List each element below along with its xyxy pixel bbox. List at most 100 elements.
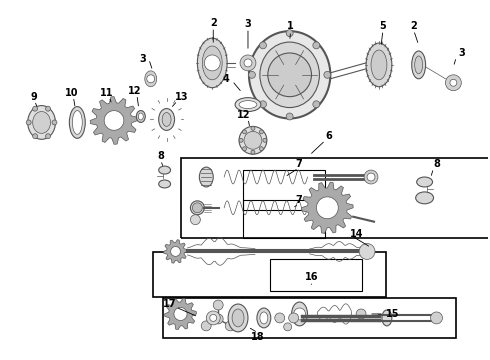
Circle shape (46, 106, 50, 111)
Circle shape (147, 75, 155, 83)
Ellipse shape (292, 302, 308, 326)
Text: 9: 9 (30, 92, 37, 102)
Ellipse shape (260, 312, 268, 324)
Text: 14: 14 (350, 229, 364, 239)
Circle shape (104, 111, 124, 130)
Circle shape (251, 126, 255, 130)
Circle shape (313, 42, 320, 49)
Ellipse shape (228, 304, 248, 332)
Text: 2: 2 (210, 18, 217, 28)
Circle shape (313, 101, 320, 108)
Text: 15: 15 (386, 309, 400, 319)
Polygon shape (301, 182, 353, 233)
Bar (163, 298, 456, 338)
Circle shape (286, 113, 293, 120)
Ellipse shape (244, 131, 262, 149)
Ellipse shape (199, 167, 213, 187)
Text: 8: 8 (157, 151, 164, 161)
Text: 3: 3 (458, 48, 465, 58)
Ellipse shape (239, 126, 267, 154)
Circle shape (275, 313, 285, 323)
Ellipse shape (412, 51, 426, 79)
Ellipse shape (145, 71, 157, 87)
Circle shape (260, 101, 267, 108)
Text: 13: 13 (175, 92, 188, 102)
Circle shape (33, 134, 38, 139)
Circle shape (251, 150, 255, 154)
Ellipse shape (136, 111, 145, 122)
Circle shape (289, 313, 298, 323)
Circle shape (243, 130, 246, 134)
Circle shape (193, 203, 202, 213)
Polygon shape (165, 298, 196, 330)
Text: 12: 12 (237, 109, 251, 120)
Circle shape (248, 71, 255, 78)
Circle shape (259, 130, 263, 134)
Text: 18: 18 (251, 332, 265, 342)
Ellipse shape (249, 31, 330, 118)
Ellipse shape (366, 43, 392, 87)
Circle shape (243, 147, 246, 151)
Text: 11: 11 (100, 88, 114, 98)
Text: 16: 16 (305, 272, 318, 282)
Polygon shape (90, 96, 138, 144)
Text: 12: 12 (128, 86, 142, 96)
Ellipse shape (371, 50, 387, 80)
Circle shape (244, 59, 252, 67)
Circle shape (359, 243, 375, 260)
Text: 2: 2 (410, 21, 417, 31)
Circle shape (33, 106, 38, 111)
Text: 17: 17 (163, 299, 176, 309)
Circle shape (210, 314, 217, 321)
Text: 6: 6 (325, 131, 332, 141)
Ellipse shape (197, 38, 227, 88)
Circle shape (171, 247, 180, 256)
Ellipse shape (202, 46, 222, 80)
Bar (243, 170, 325, 210)
Circle shape (263, 138, 267, 142)
Circle shape (201, 321, 211, 331)
Ellipse shape (138, 113, 143, 120)
Circle shape (52, 120, 57, 125)
Circle shape (26, 120, 31, 125)
Circle shape (324, 71, 331, 78)
Circle shape (356, 309, 366, 319)
Text: 8: 8 (433, 159, 440, 169)
Ellipse shape (257, 308, 271, 328)
Circle shape (450, 79, 457, 86)
Ellipse shape (159, 109, 174, 130)
Circle shape (174, 307, 187, 320)
Circle shape (191, 215, 200, 225)
Circle shape (367, 173, 375, 181)
Ellipse shape (33, 112, 50, 133)
Text: 10: 10 (65, 88, 78, 98)
Text: 7: 7 (295, 159, 302, 169)
Ellipse shape (260, 42, 319, 108)
Circle shape (284, 323, 292, 331)
Text: 3: 3 (245, 19, 251, 29)
Bar (243, 200, 325, 238)
Ellipse shape (162, 113, 171, 126)
Ellipse shape (28, 105, 55, 139)
Bar (270, 260, 362, 291)
Ellipse shape (415, 56, 422, 74)
Ellipse shape (191, 201, 204, 215)
Text: 5: 5 (380, 21, 386, 31)
Ellipse shape (159, 180, 171, 188)
Circle shape (240, 55, 256, 71)
Circle shape (225, 321, 235, 331)
Ellipse shape (416, 177, 433, 187)
Bar (153, 252, 386, 297)
Circle shape (239, 138, 243, 142)
Ellipse shape (239, 100, 257, 109)
Circle shape (294, 308, 306, 320)
Circle shape (286, 30, 293, 37)
Ellipse shape (416, 192, 434, 204)
Ellipse shape (232, 309, 244, 327)
Circle shape (206, 311, 220, 325)
Circle shape (445, 75, 461, 91)
Circle shape (213, 314, 223, 324)
Circle shape (213, 300, 223, 310)
Text: 4: 4 (223, 74, 229, 84)
Circle shape (317, 197, 338, 219)
